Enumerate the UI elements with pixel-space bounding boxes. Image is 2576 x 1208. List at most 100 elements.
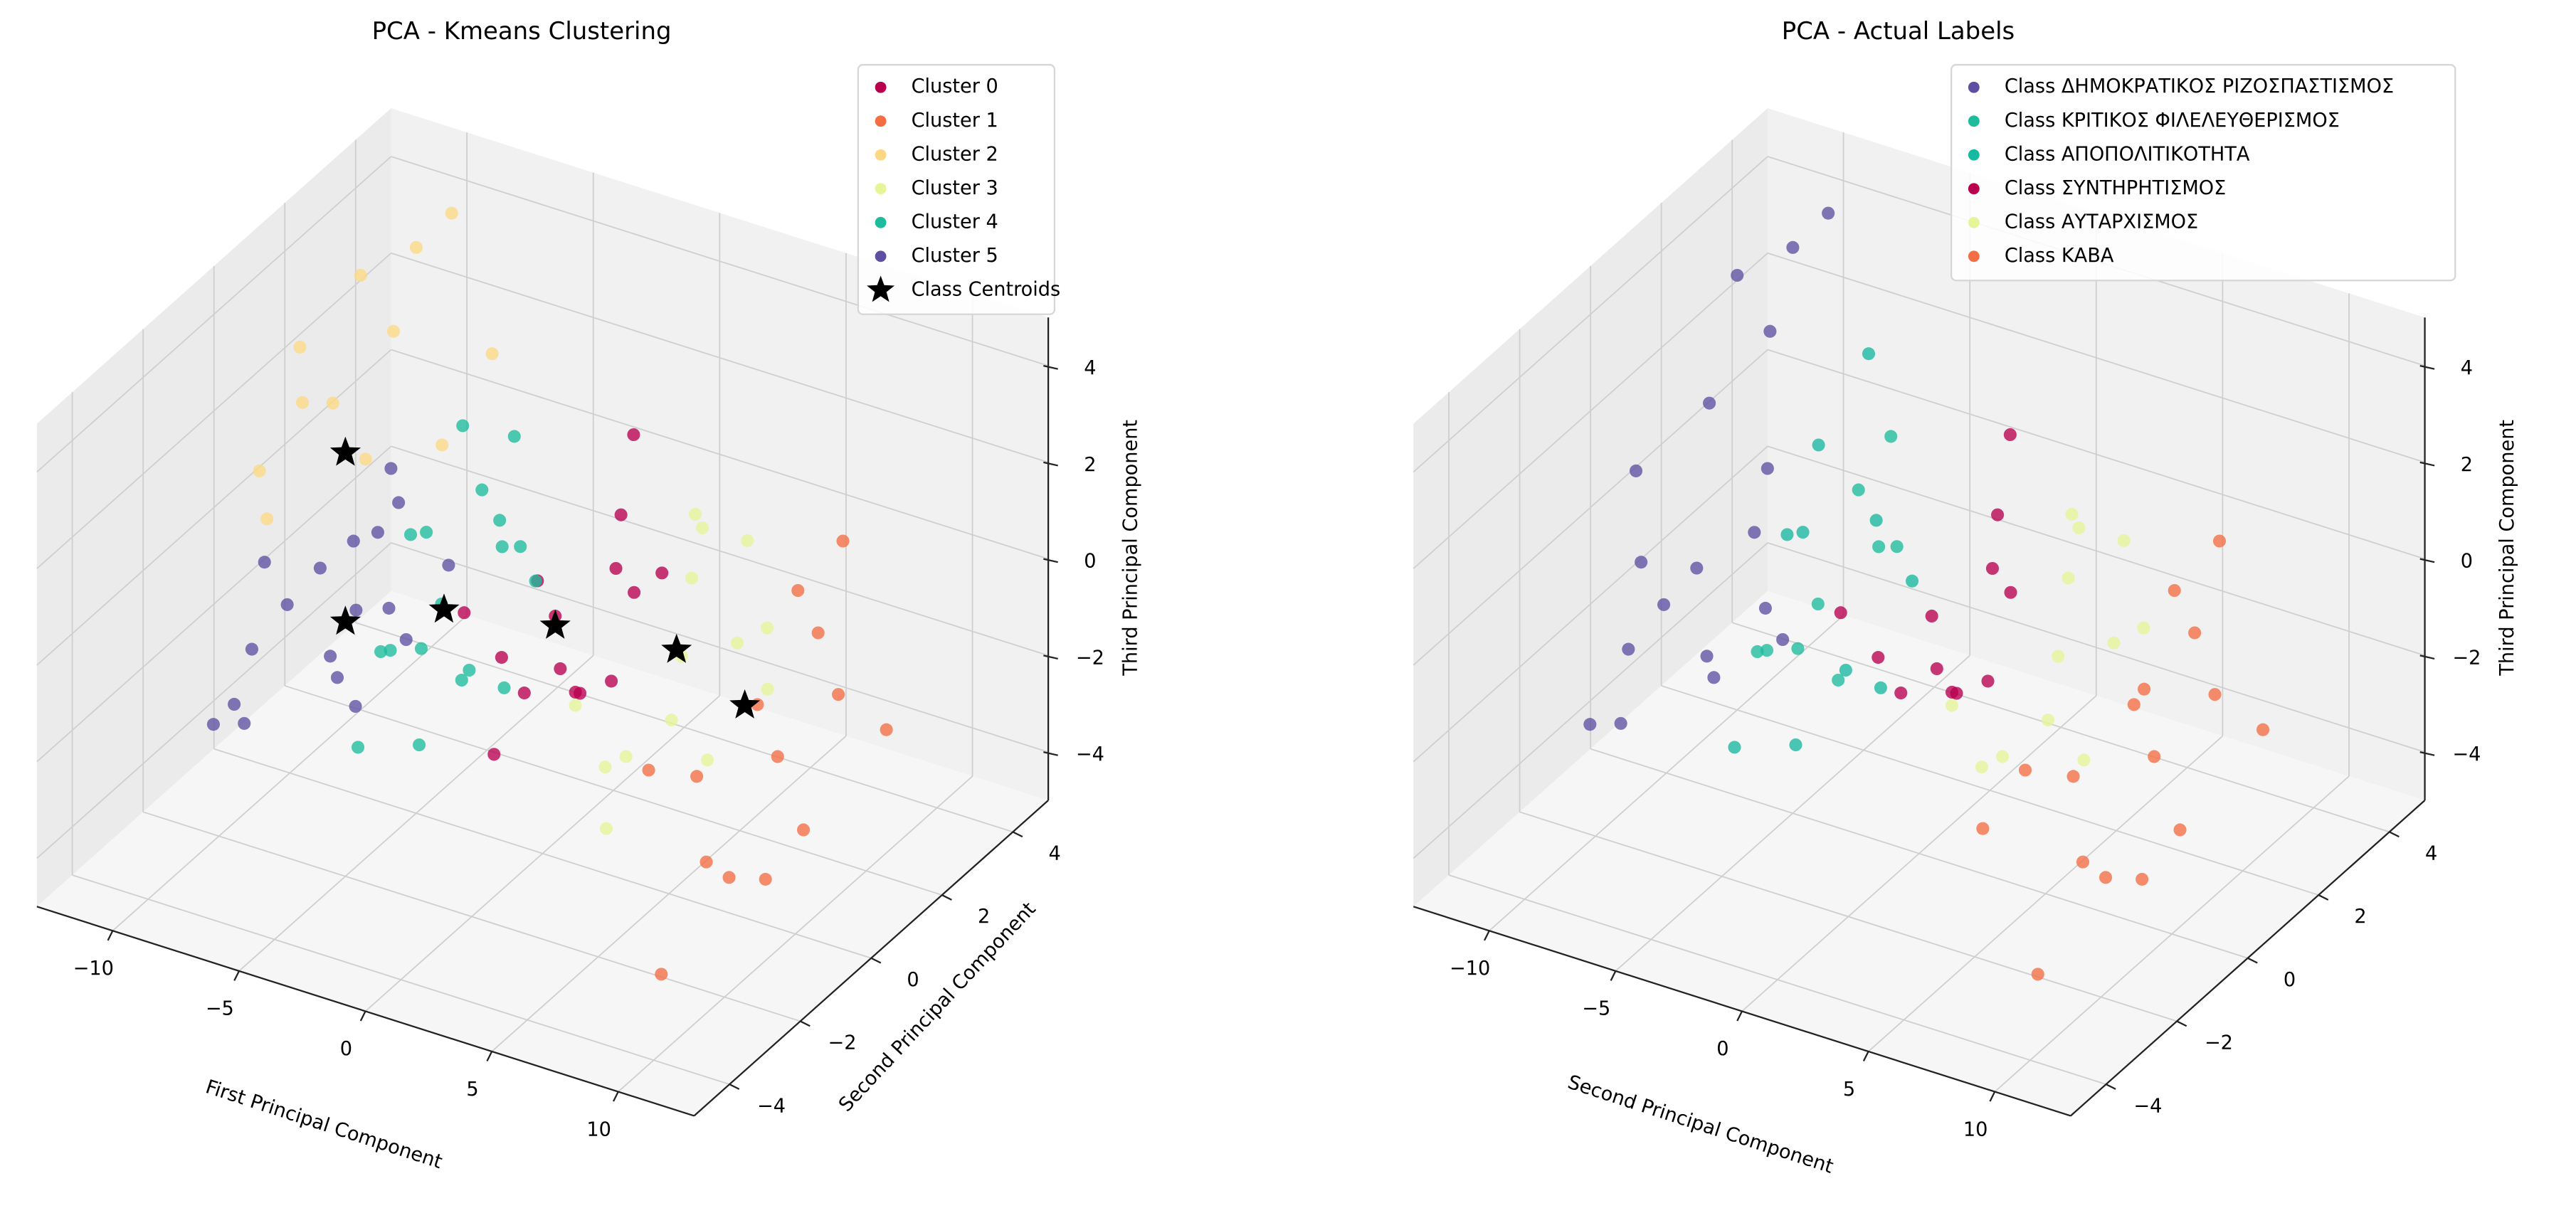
data-point — [1786, 240, 1800, 254]
centroid-star — [729, 689, 761, 719]
data-point — [791, 583, 805, 598]
data-point — [445, 206, 458, 220]
data-point — [1852, 483, 1865, 497]
data-point — [228, 697, 241, 711]
z-tick-mark — [1043, 461, 1058, 467]
z-axis-label: Third Principal Component — [1119, 420, 1141, 677]
data-point — [463, 663, 476, 677]
data-point — [529, 574, 542, 588]
gridline — [1767, 445, 2425, 657]
data-point — [2107, 636, 2121, 650]
data-point — [2137, 621, 2150, 635]
data-point — [1812, 438, 1825, 452]
data-point — [374, 645, 388, 659]
x-tick-label: −10 — [73, 958, 114, 980]
z-axis-label: Third Principal Component — [2496, 420, 2518, 677]
data-point — [386, 324, 401, 338]
data-point — [2077, 753, 2091, 767]
y-tick-label: 0 — [907, 969, 919, 991]
y-tick-label: −4 — [2133, 1095, 2162, 1117]
gridline — [284, 685, 943, 896]
legend-marker — [875, 149, 887, 161]
gridline — [1590, 748, 2248, 959]
data-point — [2003, 428, 2017, 442]
data-point — [349, 603, 363, 617]
data-point — [1832, 673, 1845, 687]
data-point — [2148, 750, 2161, 763]
gridline — [355, 622, 1013, 833]
data-point — [2018, 763, 2032, 777]
legend-label: Cluster 1 — [912, 110, 998, 132]
x-tick-label: 0 — [340, 1038, 352, 1060]
gridline — [1661, 685, 2319, 896]
z-tick-mark — [2419, 751, 2435, 756]
data-point — [280, 598, 294, 611]
y-tick-mark — [2106, 1084, 2116, 1090]
data-point — [1890, 540, 1904, 553]
y-tick-mark — [2389, 831, 2400, 838]
y-tick-label: −2 — [2205, 1032, 2233, 1054]
data-point — [1700, 650, 1714, 663]
legend-label: Class ΣΥΝΤΗΡΗΤΙΣΜΟΣ — [2005, 177, 2226, 199]
z-tick-label: 2 — [1084, 454, 1096, 476]
data-point — [1761, 462, 1774, 475]
data-point — [326, 396, 339, 410]
data-point — [1748, 526, 1761, 539]
x-tick-label: 0 — [1716, 1038, 1728, 1060]
gridline — [72, 874, 730, 1085]
data-point — [313, 561, 327, 575]
data-point — [413, 738, 426, 752]
y-tick-mark — [729, 1084, 740, 1090]
data-point — [330, 671, 344, 684]
legend: Cluster 0 Cluster 1 Cluster 2 Cluster 3 Clus… — [857, 63, 1060, 315]
data-point — [2065, 507, 2079, 521]
data-point — [475, 483, 489, 497]
legend-label: Class ΚΑΒΑ — [2005, 245, 2114, 267]
data-point — [2052, 650, 2065, 663]
data-point — [1869, 514, 1883, 527]
data-point — [1690, 561, 1704, 575]
plot-title: PCA - Actual Labels — [1782, 18, 2015, 46]
gridline — [213, 748, 872, 959]
centroid-star — [661, 633, 692, 663]
data-point — [655, 566, 669, 580]
legend-marker — [875, 81, 887, 93]
z-tick-mark — [2419, 365, 2435, 370]
legend-marker — [1968, 81, 1980, 93]
data-point — [455, 673, 468, 687]
data-point — [456, 419, 470, 433]
z-tick-label: 4 — [1084, 357, 1096, 379]
legend-marker — [1968, 216, 1980, 228]
x-tick-mark — [107, 930, 114, 941]
data-point — [1728, 741, 1741, 754]
data-point — [811, 626, 825, 640]
data-point — [2041, 714, 2055, 727]
data-point — [436, 438, 449, 452]
z-tick-mark — [1043, 558, 1058, 563]
data-point — [258, 556, 271, 569]
data-point — [1945, 699, 1959, 712]
data-point — [1985, 561, 2000, 576]
centroid-star — [329, 605, 361, 635]
x-tick-label: 5 — [466, 1079, 478, 1101]
data-point — [1763, 324, 1777, 338]
data-point — [700, 855, 713, 869]
data-point — [1839, 663, 1852, 677]
data-point — [1703, 396, 1716, 410]
gridline — [36, 542, 392, 859]
data-point — [497, 681, 511, 694]
centroid-star — [539, 609, 571, 639]
x-tick-mark — [486, 1051, 493, 1062]
data-point — [598, 761, 612, 774]
data-point — [351, 741, 365, 754]
x-axis-label: First Principal Component — [203, 1076, 445, 1173]
gridline — [1413, 156, 1768, 473]
data-point — [1811, 597, 1825, 611]
y-tick-label: 4 — [1049, 843, 1061, 865]
gridline — [1731, 622, 2390, 833]
gridline — [1519, 811, 2178, 1022]
data-point — [2004, 586, 2017, 599]
data-point — [384, 644, 397, 657]
x-tick-label: −5 — [1582, 998, 1610, 1020]
data-point — [2117, 534, 2131, 547]
